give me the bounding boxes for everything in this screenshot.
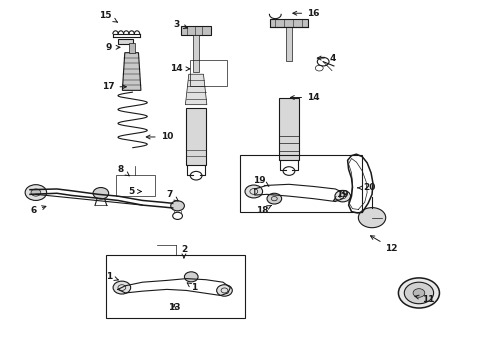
Circle shape	[413, 289, 425, 297]
Bar	[129, 42, 135, 53]
Text: 7: 7	[166, 190, 178, 201]
Text: 12: 12	[370, 236, 398, 253]
Text: 19: 19	[253, 176, 269, 186]
Circle shape	[267, 193, 282, 204]
Text: 14: 14	[171, 64, 190, 73]
Bar	[181, 26, 211, 35]
Text: 2: 2	[181, 246, 187, 258]
Circle shape	[25, 185, 47, 201]
Text: 4: 4	[317, 54, 336, 63]
Text: 11: 11	[415, 294, 435, 303]
Circle shape	[184, 272, 198, 282]
Bar	[186, 108, 206, 165]
Circle shape	[398, 278, 440, 308]
Text: 3: 3	[173, 19, 188, 28]
Circle shape	[113, 281, 131, 294]
Bar	[106, 255, 245, 318]
Text: 16: 16	[293, 9, 319, 18]
Circle shape	[358, 208, 386, 228]
Bar	[193, 35, 199, 72]
Circle shape	[217, 285, 232, 296]
Circle shape	[31, 189, 41, 196]
Bar	[118, 39, 133, 44]
Text: 18: 18	[256, 206, 271, 215]
Text: 8: 8	[117, 165, 129, 176]
Text: 13: 13	[168, 303, 180, 312]
Bar	[190, 60, 227, 86]
Bar	[240, 155, 362, 212]
Bar	[286, 27, 292, 60]
Polygon shape	[185, 74, 207, 105]
Text: 10: 10	[146, 132, 173, 141]
Bar	[279, 98, 299, 160]
Circle shape	[404, 282, 434, 304]
Circle shape	[335, 190, 350, 202]
Text: 17: 17	[102, 82, 126, 91]
Text: 1: 1	[187, 283, 197, 292]
Bar	[116, 175, 155, 196]
Circle shape	[93, 188, 109, 199]
Text: 6: 6	[31, 206, 46, 215]
Text: 19: 19	[334, 190, 349, 201]
Circle shape	[171, 201, 184, 211]
Text: 1: 1	[106, 272, 118, 281]
Bar	[270, 19, 308, 27]
Circle shape	[245, 185, 263, 198]
Text: 20: 20	[358, 183, 376, 192]
Text: 5: 5	[128, 187, 141, 196]
Text: 15: 15	[99, 10, 118, 22]
Text: 14: 14	[291, 93, 319, 102]
Text: 9: 9	[106, 43, 120, 52]
Polygon shape	[122, 53, 141, 90]
